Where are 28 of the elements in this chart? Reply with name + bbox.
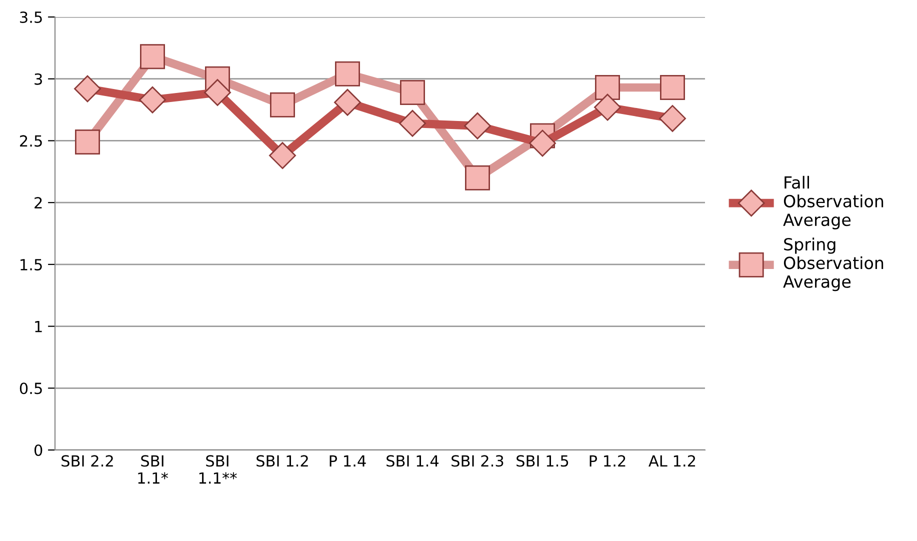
y-tick-label: 2	[34, 197, 42, 208]
x-tick-label: AL 1.2	[648, 455, 696, 466]
y-tick-label: 1	[35, 320, 42, 332]
point	[595, 75, 620, 100]
y-tick-label: 2.5	[20, 135, 42, 147]
y-tick-label: 0	[34, 444, 42, 456]
x-tick-label: SBI 1.2	[256, 455, 308, 467]
x-tick-label: SBI 2.3	[452, 455, 504, 467]
x-tick-label: SBI 2.2	[62, 455, 113, 467]
y-tick-label: 3	[34, 73, 42, 85]
point	[660, 75, 685, 100]
point	[465, 165, 490, 190]
x-tick-label: P 1.2	[590, 455, 626, 466]
point	[335, 61, 360, 86]
legend-label: Spring Observation Average	[783, 238, 884, 292]
point	[75, 129, 100, 154]
point	[270, 92, 295, 118]
x-tick-label: SBI 1.1*	[138, 455, 168, 484]
x-tick-label: SBI 1.1**	[199, 455, 237, 484]
x-tick-label: SBI 1.4	[386, 455, 439, 467]
x-tick-label: P 1.4	[330, 455, 366, 466]
y-tick-label: 3.5	[20, 11, 42, 24]
y-tick-label: 0.5	[20, 382, 42, 394]
legend-label: Fall Observation Average	[783, 176, 884, 230]
point	[400, 80, 425, 105]
point	[140, 44, 165, 70]
x-tick-label: SBI 1.5	[516, 455, 568, 467]
y-tick-label: 1.5	[20, 259, 42, 270]
